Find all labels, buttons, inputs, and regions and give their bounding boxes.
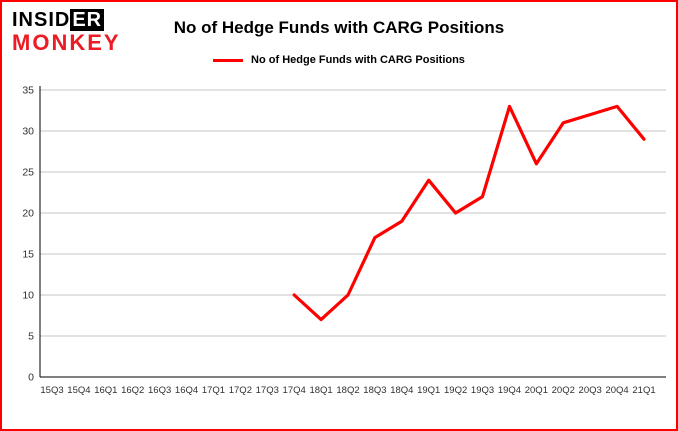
x-tick-label: 16Q1 [94,385,117,396]
x-tick-label: 20Q3 [579,385,602,396]
y-tick-label: 5 [28,331,34,343]
logo-line1-boxed: ER [70,9,105,31]
x-tick-label: 18Q3 [363,385,386,396]
x-tick-label: 18Q4 [390,385,413,396]
line-chart: 0 5 10 15 20 25 30 35 15Q3 15Q4 16Q1 16Q2 16Q3 16Q4 17… [22,85,666,396]
series-line [292,104,646,322]
x-tick-label: 17Q2 [229,385,252,396]
logo-line1-prefix: INSID [12,9,71,31]
x-tick-label: 21Q1 [632,385,655,396]
legend-line-marker [213,58,244,62]
logo-line2: MONKEY [12,30,121,55]
x-tick-label: 15Q4 [67,385,90,396]
y-tick-label: 35 [22,85,34,97]
x-tick-label: 20Q4 [605,385,628,396]
y-tick-label: 20 [22,208,34,220]
chart-legend: No of Hedge Funds with CARG Positions [2,54,676,66]
x-tick-label: 18Q2 [336,385,359,396]
legend-label: No of Hedge Funds with CARG Positions [251,54,465,66]
x-tick-label: 18Q1 [309,385,332,396]
x-tick-label: 16Q2 [121,385,144,396]
logo-line1: INSID ER [12,9,121,31]
x-tick-label: 20Q1 [525,385,548,396]
insider-monkey-logo: INSID ER MONKEY [12,9,121,55]
y-tick-label: 25 [22,167,34,179]
x-tick-label: 19Q2 [444,385,467,396]
y-tick-label: 30 [22,126,34,138]
x-tick-label: 17Q3 [256,385,279,396]
x-tick-label: 16Q3 [148,385,171,396]
x-tick-label: 15Q3 [40,385,63,396]
y-tick-label: 10 [22,290,34,302]
x-tick-label: 19Q1 [417,385,440,396]
x-tick-label: 19Q4 [498,385,521,396]
chart-title: No of Hedge Funds with CARG Positions [173,18,505,37]
x-tick-label: 17Q1 [202,385,225,396]
x-tick-label: 20Q2 [552,385,575,396]
y-tick-label: 15 [22,249,34,261]
x-tick-label: 19Q3 [471,385,494,396]
y-tick-label: 0 [28,372,34,384]
x-tick-label: 17Q4 [283,385,306,396]
x-tick-label: 16Q4 [175,385,198,396]
